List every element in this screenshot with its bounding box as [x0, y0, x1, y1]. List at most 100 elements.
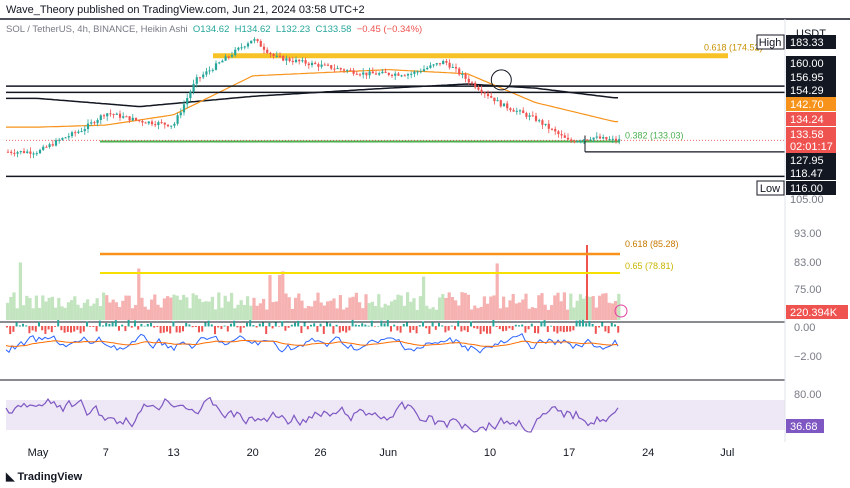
macd-histogram-bar [178, 326, 181, 333]
volume-bar [274, 301, 278, 320]
macd-histogram-bar [252, 325, 255, 327]
volume-bar [374, 305, 378, 320]
candle-body [192, 83, 195, 92]
volume-bar [95, 298, 99, 320]
macd-histogram-bar [82, 326, 85, 332]
candle-body [275, 55, 278, 57]
candle-body [106, 113, 109, 117]
candle-body [618, 139, 621, 141]
macd-histogram-bar [15, 322, 18, 327]
volume-bar [137, 268, 141, 320]
ema-orange-line [6, 69, 618, 128]
candle-body [16, 152, 19, 154]
candle-body [211, 69, 214, 71]
volume-bar [604, 293, 608, 320]
candle-body [29, 151, 32, 154]
candle-body [448, 62, 451, 68]
volume-bar [572, 307, 576, 320]
macd-line [5, 332, 619, 354]
volume-bar [217, 292, 221, 320]
candle-body [214, 63, 218, 70]
volume-bar [409, 301, 413, 320]
volume-bar [79, 307, 83, 320]
candle-body [83, 129, 86, 132]
volume-bar [450, 297, 454, 320]
macd-histogram-bar [38, 321, 40, 327]
volume-bar [102, 292, 106, 320]
macd-histogram-bar [418, 325, 421, 327]
macd-histogram-bar [89, 326, 92, 327]
candle-body [464, 73, 467, 79]
macd-histogram-bar [582, 319, 584, 327]
candle-body [534, 115, 538, 121]
candle-body [278, 55, 282, 57]
volume-bar [169, 297, 173, 320]
candle-body [54, 140, 58, 146]
macd-histogram-bar [610, 322, 613, 327]
volume-bar [492, 295, 496, 320]
macd-histogram-bar [479, 326, 482, 335]
volume-bar [111, 299, 115, 320]
macd-histogram-bar [406, 322, 408, 327]
candle-body [499, 100, 502, 107]
volume-bar [335, 308, 339, 320]
candle-body [528, 115, 531, 117]
candle-body [77, 131, 80, 133]
candle-body [128, 116, 131, 121]
candle-body [371, 71, 374, 74]
macd-histogram-bar [399, 326, 402, 333]
macd-histogram-bar [556, 326, 559, 334]
change-value: −0.45 (−0.34%) [356, 24, 423, 35]
macd-histogram-bar [246, 322, 248, 327]
candle-body [269, 52, 272, 55]
macd-histogram-bar [22, 323, 24, 327]
macd-histogram-bar [73, 326, 76, 332]
volume-bar [50, 296, 54, 320]
volume-bar [60, 306, 64, 320]
macd-histogram-bar [470, 321, 472, 327]
candle-body [570, 139, 573, 142]
candle-body [224, 56, 227, 61]
macd-histogram-bar [348, 326, 351, 331]
candle-body [592, 137, 595, 140]
candle-body [605, 137, 608, 140]
macd-histogram-bar [546, 326, 549, 333]
macd-histogram-bar [386, 320, 389, 327]
macd-histogram-bar [121, 324, 124, 327]
macd-histogram-bar [524, 326, 527, 333]
volume-bar [12, 292, 16, 320]
price-tag-box [786, 153, 836, 167]
candle-body [179, 112, 182, 116]
candle-body [157, 122, 160, 126]
macd-histogram-bar [6, 326, 8, 328]
candle-body [589, 139, 592, 141]
volume-bar [534, 308, 538, 320]
candle-body [483, 92, 486, 94]
volume-bar [294, 297, 298, 320]
macd-histogram-bar [230, 323, 232, 327]
axis-tag-label-box [756, 34, 785, 50]
price-axis: May 7 13 20 26 Jun 10 17 24 Jul High 183.33 160.00 15… [28, 19, 848, 459]
macd-histogram-bar [300, 326, 303, 334]
macd-histogram-bar [326, 322, 328, 327]
candle-body [419, 71, 422, 73]
macd-histogram-bar [553, 326, 556, 332]
volume-bar [367, 303, 371, 320]
volume-bar [591, 296, 595, 320]
volume-bar [358, 302, 362, 320]
macd-histogram-bar [153, 326, 156, 328]
macd-histogram-bar [505, 326, 508, 331]
macd-histogram-bar [393, 324, 396, 327]
macd-histogram-bar [598, 326, 600, 328]
volume-bar [172, 294, 176, 320]
candle-body [438, 63, 442, 65]
candle-body [141, 120, 144, 123]
macd-histogram-bar [150, 322, 152, 327]
volume-bar [18, 262, 22, 320]
volume-bar [508, 300, 512, 320]
macd-histogram-bar [476, 326, 479, 329]
macd-histogram-bar [47, 326, 50, 330]
macd-histogram-bar [146, 323, 149, 327]
candle-body [240, 47, 243, 49]
